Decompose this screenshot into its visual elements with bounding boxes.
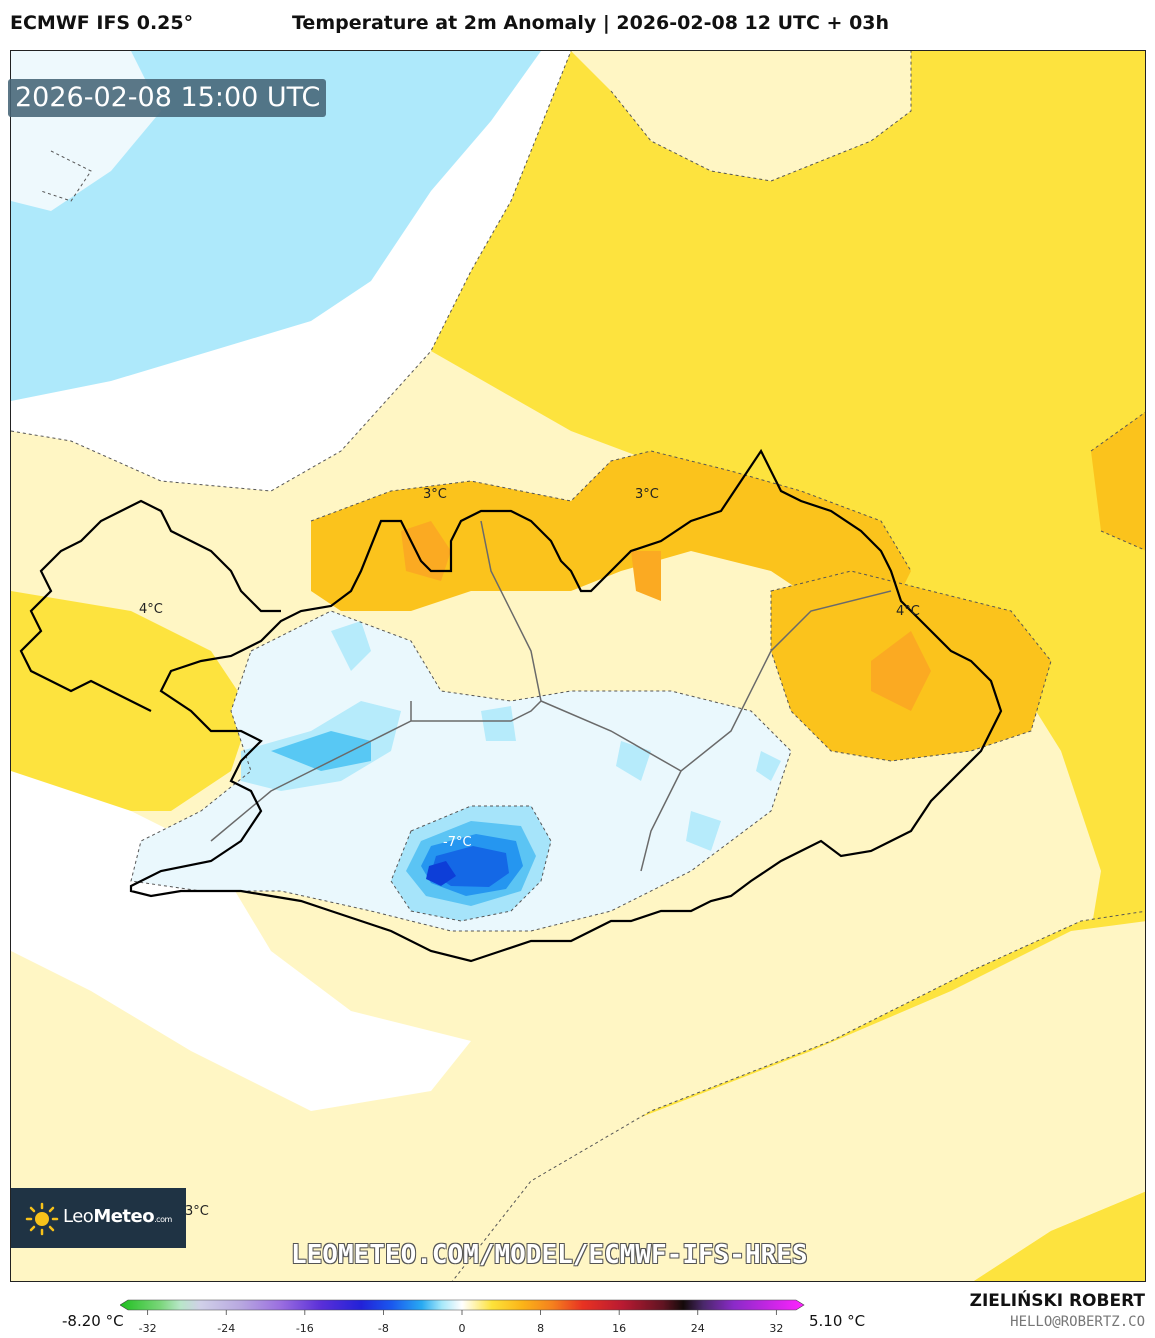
- colorbar-tick-label: 16: [612, 1322, 626, 1335]
- shading-n-deep-orange-2: [631, 551, 661, 601]
- coastline: [129, 448, 1003, 963]
- map-title: Temperature at 2m Anomaly | 2026-02-08 1…: [292, 12, 890, 34]
- contour-label-south: 3°C: [185, 1204, 209, 1219]
- contour-label-east: 4°C: [896, 604, 920, 619]
- shading-nw-blue: [11, 51, 541, 401]
- shading-s-pale: [383, 921, 1145, 1281]
- map-labels: 3°C 3°C 4°C 4°C -7°C 3°C: [139, 487, 920, 1219]
- contour-label-north-1: 3°C: [423, 487, 447, 502]
- contour-label-north-2: 3°C: [635, 487, 659, 502]
- colorbar-tick-label: -24: [217, 1322, 235, 1335]
- shading-cold-small-1: [331, 621, 371, 671]
- shading-cold-pale: [131, 611, 791, 931]
- region-lines: [210, 520, 892, 872]
- shading-cold-small-2: [481, 706, 516, 741]
- shading-cold-small-5: [756, 751, 781, 781]
- coastline-westfjords: [19, 499, 281, 712]
- author-email: HELLO@ROBERTZ.CO: [1010, 1314, 1145, 1330]
- author-name: ZIELIŃSKI ROBERT: [969, 1291, 1145, 1311]
- shading-cold-small-4: [686, 811, 721, 851]
- shading-core-5: [426, 861, 456, 886]
- model-name: ECMWF IFS 0.25°: [10, 12, 194, 34]
- colorbar-tick-label: 0: [459, 1322, 466, 1335]
- shading-se-yellow: [974, 1191, 1145, 1281]
- colorbar-tick-label: 32: [769, 1322, 783, 1335]
- shading-ne-deep-orange: [871, 631, 931, 711]
- colorbar-tick-label: -8: [378, 1322, 389, 1335]
- colorbar-min-label: -8.20 °C: [62, 1312, 124, 1330]
- shading-cold-small-3: [616, 741, 651, 781]
- anomaly-map: 3°C 3°C 4°C 4°C -7°C 3°C: [11, 51, 1145, 1281]
- colorbar-bar: [120, 1299, 805, 1311]
- shading-e-orange: [1091, 412, 1145, 551]
- shading-n-orange-1: [311, 451, 911, 611]
- colorbar-tick-label: -32: [139, 1322, 157, 1335]
- colorbar-tick-label: -16: [296, 1322, 314, 1335]
- shading-white-sw: [11, 771, 471, 1111]
- shading-n-deep-orange-1: [401, 521, 451, 581]
- colorbar-ticks: -32 -24 -16 -8 0 8 16 24 32: [139, 1310, 783, 1335]
- colorbar-tick-label: 8: [537, 1322, 544, 1335]
- valid-time-badge: 2026-02-08 15:00 UTC: [8, 79, 327, 117]
- colorbar: -32 -24 -16 -8 0 8 16 24 32: [120, 1299, 805, 1335]
- colorbar-max-label: 5.10 °C: [809, 1312, 866, 1330]
- contour-label-core: -7°C: [443, 835, 472, 850]
- colorbar-tick-label: 24: [691, 1322, 705, 1335]
- shading-cold-mid: [271, 731, 371, 771]
- watermark-url: LEOMETEO.COM/MODEL/ECMWF-IFS-HRES: [291, 1240, 808, 1270]
- shading-ne-pale: [571, 51, 911, 181]
- logo: LeoMeteo.com: [11, 1188, 186, 1248]
- isolines: [11, 51, 1145, 1281]
- shading-ne-yellow: [431, 51, 1145, 1281]
- logo-text: LeoMeteo.com: [63, 1206, 172, 1227]
- contour-label-west: 4°C: [139, 602, 163, 617]
- map-frame: 3°C 3°C 4°C 4°C -7°C 3°C: [10, 50, 1146, 1282]
- sun-icon: [25, 1202, 59, 1236]
